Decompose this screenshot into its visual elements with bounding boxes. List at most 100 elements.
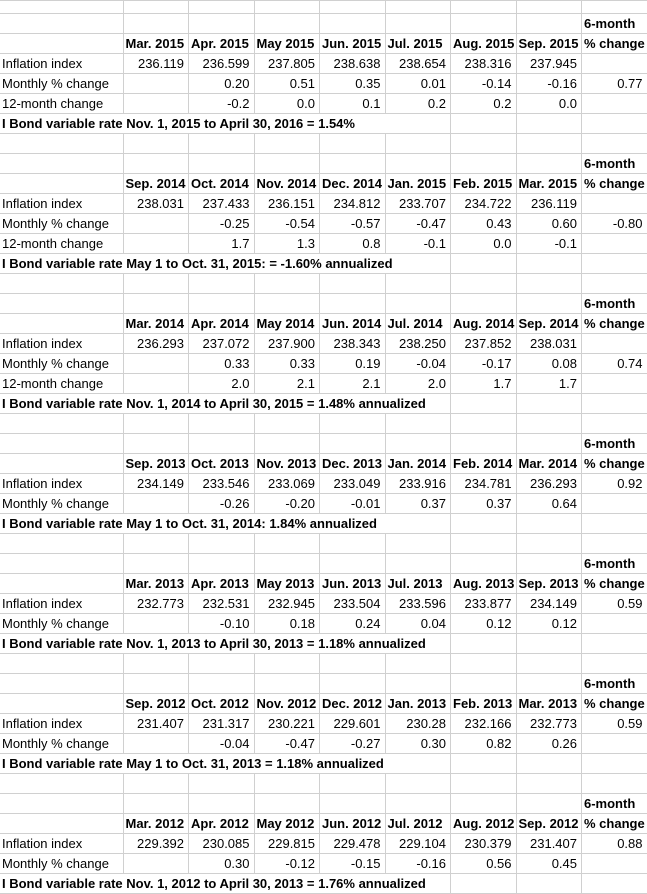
empty-cell[interactable] — [385, 794, 451, 814]
empty-cell[interactable] — [0, 794, 123, 814]
empty-cell[interactable] — [189, 554, 255, 574]
empty-cell[interactable] — [516, 634, 582, 654]
empty-cell[interactable] — [385, 294, 451, 314]
value-cell[interactable]: 237.072 — [189, 334, 255, 354]
six-month-header-cell[interactable]: 6-month — [582, 154, 647, 174]
six-month-value-cell[interactable] — [582, 734, 647, 754]
month-header-cell[interactable]: Mar. 2013 — [516, 694, 582, 714]
value-cell[interactable]: 229.601 — [320, 714, 386, 734]
variable-rate-note-cell[interactable]: I Bond variable rate May 1 to Oct. 31, 2… — [0, 514, 451, 534]
month-header-cell[interactable]: Oct. 2014 — [189, 174, 255, 194]
month-header-cell[interactable]: Feb. 2013 — [451, 694, 517, 714]
empty-cell[interactable] — [123, 414, 189, 434]
empty-cell[interactable] — [451, 274, 517, 294]
value-cell[interactable]: 1.7 — [516, 374, 582, 394]
six-month-value-cell[interactable] — [582, 614, 647, 634]
value-cell[interactable]: -0.47 — [254, 734, 320, 754]
value-cell[interactable]: 238.250 — [385, 334, 451, 354]
empty-cell[interactable] — [451, 254, 517, 274]
empty-cell[interactable] — [516, 434, 582, 454]
empty-cell[interactable] — [0, 174, 123, 194]
value-cell[interactable]: 232.531 — [189, 594, 255, 614]
value-cell[interactable]: 0.26 — [516, 734, 582, 754]
row-label-cell[interactable]: Monthly % change — [0, 214, 123, 234]
value-cell[interactable] — [123, 94, 189, 114]
value-cell[interactable]: -0.04 — [385, 354, 451, 374]
empty-cell[interactable] — [582, 874, 647, 894]
empty-cell[interactable] — [0, 534, 123, 554]
empty-cell[interactable] — [582, 634, 647, 654]
value-cell[interactable]: 229.104 — [385, 834, 451, 854]
empty-cell[interactable] — [0, 694, 123, 714]
empty-cell[interactable] — [0, 154, 123, 174]
value-cell[interactable]: 2.0 — [189, 374, 255, 394]
value-cell[interactable]: 230.085 — [189, 834, 255, 854]
empty-cell[interactable] — [189, 294, 255, 314]
value-cell[interactable]: 2.0 — [385, 374, 451, 394]
empty-cell[interactable] — [254, 134, 320, 154]
value-cell[interactable]: 1.7 — [189, 234, 255, 254]
empty-cell[interactable] — [516, 294, 582, 314]
value-cell[interactable]: -0.20 — [254, 494, 320, 514]
empty-cell[interactable] — [254, 434, 320, 454]
empty-cell[interactable] — [516, 754, 582, 774]
six-month-value-cell[interactable]: 0.59 — [582, 714, 647, 734]
empty-cell[interactable] — [320, 14, 386, 34]
value-cell[interactable]: 0.8 — [320, 234, 386, 254]
empty-cell[interactable] — [254, 794, 320, 814]
value-cell[interactable]: -0.12 — [254, 854, 320, 874]
value-cell[interactable]: 0.64 — [516, 494, 582, 514]
value-cell[interactable]: -0.04 — [189, 734, 255, 754]
empty-cell[interactable] — [0, 294, 123, 314]
empty-cell[interactable] — [320, 1, 386, 14]
empty-cell[interactable] — [254, 274, 320, 294]
value-cell[interactable]: 0.12 — [516, 614, 582, 634]
row-label-cell[interactable]: Inflation index — [0, 194, 123, 214]
six-month-value-cell[interactable] — [582, 854, 647, 874]
value-cell[interactable]: 234.149 — [123, 474, 189, 494]
value-cell[interactable]: 236.119 — [516, 194, 582, 214]
value-cell[interactable]: 0.60 — [516, 214, 582, 234]
empty-cell[interactable] — [516, 654, 582, 674]
empty-cell[interactable] — [189, 654, 255, 674]
month-header-cell[interactable]: Dec. 2013 — [320, 454, 386, 474]
empty-cell[interactable] — [189, 774, 255, 794]
row-label-cell[interactable]: Monthly % change — [0, 354, 123, 374]
empty-cell[interactable] — [0, 654, 123, 674]
month-header-cell[interactable]: Sep. 2012 — [123, 694, 189, 714]
empty-cell[interactable] — [582, 1, 647, 14]
empty-cell[interactable] — [0, 814, 123, 834]
value-cell[interactable]: -0.27 — [320, 734, 386, 754]
empty-cell[interactable] — [451, 634, 517, 654]
six-month-value-cell[interactable] — [582, 194, 647, 214]
value-cell[interactable]: 0.1 — [320, 94, 386, 114]
value-cell[interactable] — [123, 234, 189, 254]
variable-rate-note-cell[interactable]: I Bond variable rate Nov. 1, 2014 to Apr… — [0, 394, 451, 414]
empty-cell[interactable] — [254, 1, 320, 14]
value-cell[interactable]: -0.16 — [516, 74, 582, 94]
value-cell[interactable]: 0.30 — [385, 734, 451, 754]
empty-cell[interactable] — [0, 14, 123, 34]
empty-cell[interactable] — [582, 774, 647, 794]
value-cell[interactable]: -0.01 — [320, 494, 386, 514]
month-header-cell[interactable]: May 2013 — [254, 574, 320, 594]
empty-cell[interactable] — [189, 414, 255, 434]
value-cell[interactable]: 0.19 — [320, 354, 386, 374]
empty-cell[interactable] — [320, 554, 386, 574]
value-cell[interactable]: 0.08 — [516, 354, 582, 374]
empty-cell[interactable] — [0, 454, 123, 474]
value-cell[interactable]: 238.638 — [320, 54, 386, 74]
six-month-header-cell[interactable]: 6-month — [582, 674, 647, 694]
value-cell[interactable]: 0.20 — [189, 74, 255, 94]
row-label-cell[interactable]: Monthly % change — [0, 854, 123, 874]
value-cell[interactable]: 232.773 — [516, 714, 582, 734]
empty-cell[interactable] — [189, 274, 255, 294]
empty-cell[interactable] — [123, 154, 189, 174]
six-month-header-cell[interactable]: 6-month — [582, 554, 647, 574]
empty-cell[interactable] — [385, 434, 451, 454]
month-header-cell[interactable]: Mar. 2014 — [516, 454, 582, 474]
value-cell[interactable]: 231.317 — [189, 714, 255, 734]
month-header-cell[interactable]: Nov. 2013 — [254, 454, 320, 474]
six-month-value-cell[interactable]: 0.88 — [582, 834, 647, 854]
value-cell[interactable]: 0.51 — [254, 74, 320, 94]
